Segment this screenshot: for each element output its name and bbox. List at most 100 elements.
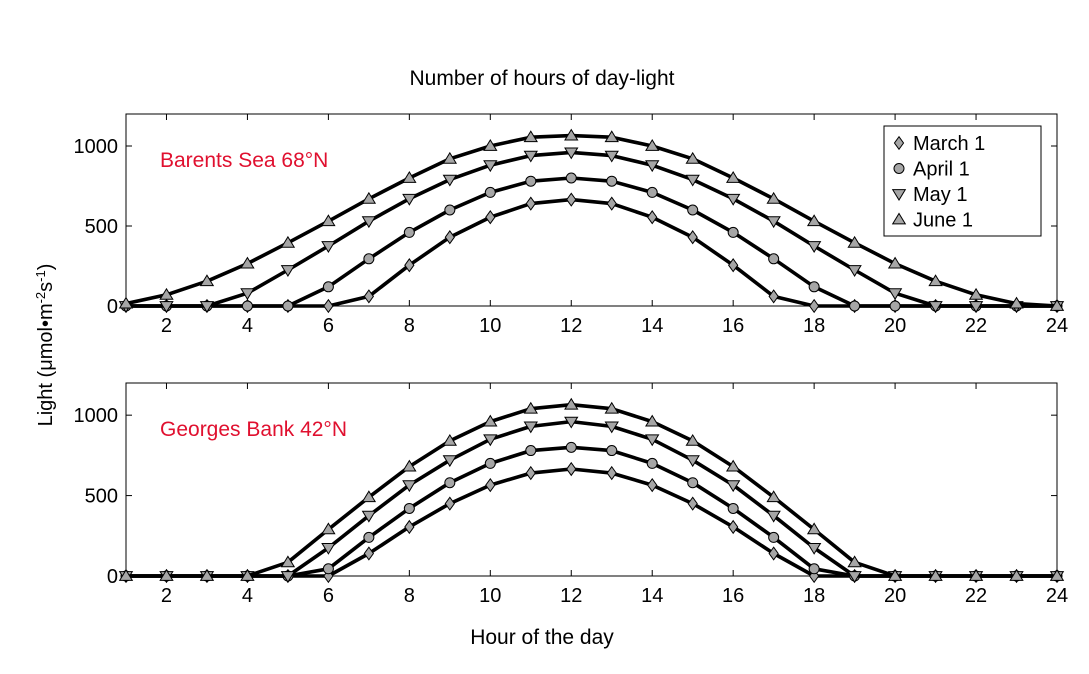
- data-point: [727, 226, 739, 238]
- data-point: [847, 571, 862, 583]
- data-point: [483, 160, 498, 173]
- data-point: [808, 568, 820, 584]
- series-may-1: [118, 416, 1065, 583]
- x-tick-label: 10: [479, 315, 501, 337]
- series-line: [126, 419, 1057, 578]
- data-point: [727, 502, 739, 514]
- data-point: [645, 160, 660, 173]
- data-point: [280, 265, 296, 277]
- legend-label: April 1: [913, 159, 970, 181]
- data-point: [444, 477, 456, 489]
- data-point: [766, 510, 781, 523]
- chart-title: Number of hours of day-light: [410, 67, 675, 90]
- data-point: [322, 563, 334, 575]
- data-point: [887, 256, 903, 269]
- data-point: [402, 171, 417, 183]
- data-point: [363, 289, 375, 304]
- data-point: [523, 421, 538, 434]
- data-point: [806, 214, 822, 227]
- x-tick-label: 4: [242, 315, 253, 337]
- data-point: [645, 139, 660, 151]
- x-tick-label: 24: [1046, 315, 1068, 337]
- data-point: [523, 401, 538, 414]
- data-point: [1009, 569, 1024, 581]
- data-point: [604, 150, 619, 163]
- series-line: [125, 133, 1058, 308]
- x-tick-label: 4: [242, 585, 253, 607]
- data-point: [525, 445, 537, 457]
- data-point: [442, 433, 458, 446]
- data-point: [282, 300, 294, 312]
- data-point: [768, 531, 780, 543]
- data-point: [687, 230, 698, 245]
- x-tick-label: 22: [965, 315, 987, 337]
- data-point: [928, 569, 943, 581]
- data-point: [806, 542, 822, 555]
- data-point: [485, 210, 496, 225]
- plot-frame: [125, 382, 1058, 577]
- y-axis-label-end: ): [35, 264, 57, 271]
- data-point: [444, 204, 456, 216]
- y-axis-label: Light (μmol•m-2s-1): [33, 264, 57, 427]
- data-point: [118, 296, 134, 309]
- data-point: [646, 457, 658, 469]
- legend: March 1 April 1 May 1 June 1: [883, 125, 1042, 237]
- data-point: [442, 151, 458, 164]
- data-point: [363, 531, 375, 543]
- data-point: [808, 563, 820, 575]
- data-point: [768, 253, 780, 265]
- data-point: [768, 546, 779, 561]
- data-point: [321, 241, 336, 253]
- data-point: [566, 192, 577, 207]
- data-point: [566, 461, 577, 477]
- x-tick-label: 14: [641, 315, 663, 337]
- data-point: [808, 281, 820, 293]
- data-point: [361, 510, 377, 523]
- data-point: [887, 288, 903, 301]
- data-point: [806, 522, 822, 535]
- x-tick-label: 6: [323, 315, 334, 337]
- data-point: [968, 569, 984, 581]
- data-point: [159, 287, 174, 300]
- data-point: [564, 128, 579, 141]
- data-point: [645, 414, 660, 427]
- y-tick-label: 0: [107, 296, 118, 318]
- data-point: [606, 465, 617, 481]
- data-point: [321, 214, 336, 227]
- data-point: [606, 445, 618, 457]
- plot-frame: [125, 113, 1058, 307]
- data-point: [645, 434, 660, 447]
- data-point: [483, 139, 498, 151]
- data-point: [483, 434, 498, 447]
- x-tick-label: 24: [1046, 585, 1068, 607]
- y-axis-label-mid: s: [35, 282, 57, 292]
- series-june-1: [118, 397, 1065, 581]
- data-point: [889, 300, 901, 312]
- series-march-1: [120, 461, 1063, 584]
- data-point: [766, 490, 781, 503]
- legend-label: March 1: [913, 133, 985, 155]
- data-point: [604, 421, 619, 434]
- legend-marker: [891, 189, 907, 201]
- data-point: [849, 300, 861, 312]
- legend-marker: [893, 163, 905, 174]
- data-point: [159, 301, 174, 313]
- data-point: [847, 265, 862, 277]
- data-point: [323, 568, 334, 584]
- data-point: [685, 455, 700, 468]
- data-point: [280, 571, 296, 583]
- data-point: [523, 150, 538, 163]
- x-tick-label: 18: [803, 315, 825, 337]
- series-line: [126, 445, 1057, 578]
- data-point: [968, 287, 984, 300]
- data-point: [483, 414, 498, 427]
- x-tick-label: 20: [884, 585, 906, 607]
- data-point: [887, 569, 903, 581]
- data-point: [685, 174, 700, 187]
- data-point: [321, 542, 336, 555]
- x-tick-label: 16: [722, 585, 744, 607]
- data-point: [199, 301, 215, 313]
- panel-annotation: Barents Sea 68°N: [160, 149, 328, 172]
